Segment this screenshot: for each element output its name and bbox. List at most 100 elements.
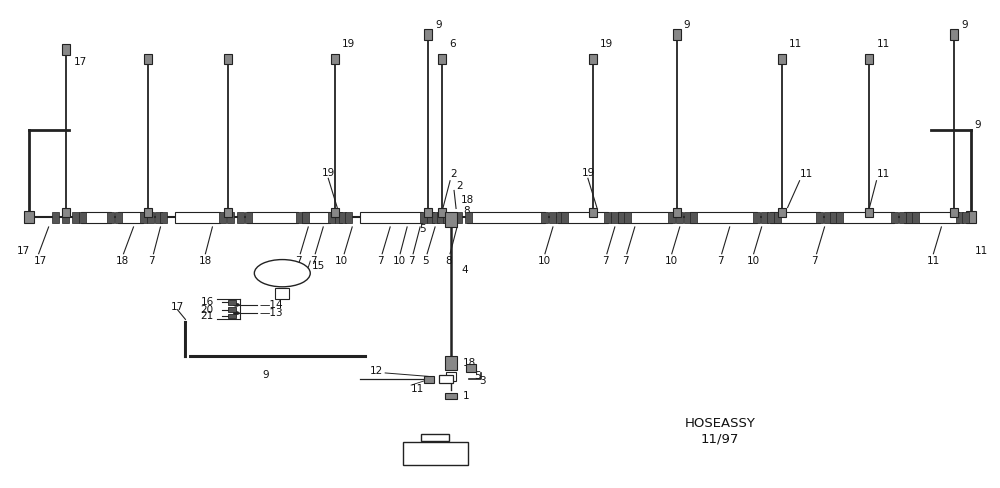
Text: 10: 10 bbox=[538, 256, 551, 266]
Bar bbox=[673, 29, 681, 40]
Bar bbox=[618, 212, 672, 223]
Text: 19: 19 bbox=[342, 40, 355, 49]
Bar bbox=[676, 212, 683, 223]
Bar bbox=[865, 54, 873, 64]
Bar bbox=[160, 212, 167, 223]
Bar bbox=[778, 54, 786, 64]
Text: 1: 1 bbox=[463, 391, 470, 401]
Text: 7: 7 bbox=[148, 256, 155, 266]
Bar bbox=[438, 207, 446, 217]
Text: HOSEASSY
11/97: HOSEASSY 11/97 bbox=[684, 417, 755, 446]
Bar bbox=[62, 212, 69, 223]
Bar bbox=[432, 212, 439, 223]
Text: 9: 9 bbox=[961, 20, 968, 30]
Text: 7: 7 bbox=[602, 256, 608, 266]
Bar bbox=[467, 212, 545, 223]
Bar bbox=[816, 212, 823, 223]
Bar bbox=[690, 212, 697, 223]
Bar bbox=[360, 212, 422, 223]
Text: 10: 10 bbox=[335, 256, 348, 266]
Text: 5: 5 bbox=[422, 256, 429, 266]
Bar bbox=[227, 212, 234, 223]
Bar bbox=[589, 207, 597, 217]
Bar bbox=[335, 212, 342, 223]
Text: 11: 11 bbox=[800, 169, 813, 180]
Bar bbox=[427, 212, 434, 223]
Bar bbox=[247, 212, 298, 223]
Bar bbox=[445, 393, 457, 399]
Text: 15: 15 bbox=[312, 261, 326, 271]
Bar bbox=[962, 212, 969, 223]
Bar bbox=[155, 212, 162, 223]
Text: 17: 17 bbox=[170, 302, 184, 312]
Text: 17: 17 bbox=[34, 256, 47, 266]
Bar bbox=[424, 376, 434, 383]
Bar bbox=[668, 212, 675, 223]
Bar bbox=[455, 212, 462, 223]
Bar bbox=[228, 314, 236, 319]
Text: 11: 11 bbox=[926, 256, 940, 266]
Bar bbox=[24, 211, 34, 224]
Bar bbox=[836, 212, 843, 223]
Circle shape bbox=[233, 312, 239, 315]
Bar bbox=[445, 212, 457, 227]
Text: 11: 11 bbox=[876, 40, 890, 49]
Bar bbox=[956, 212, 963, 223]
Bar bbox=[445, 356, 457, 369]
Bar bbox=[549, 212, 556, 223]
Bar bbox=[767, 212, 774, 223]
Bar bbox=[228, 307, 236, 312]
Bar bbox=[62, 44, 70, 55]
Bar bbox=[690, 212, 757, 223]
Text: 4: 4 bbox=[461, 264, 468, 275]
Bar bbox=[421, 434, 449, 441]
Bar bbox=[424, 29, 432, 40]
Bar bbox=[618, 212, 625, 223]
Bar bbox=[345, 212, 352, 223]
Bar bbox=[753, 212, 760, 223]
Bar bbox=[865, 207, 873, 217]
Bar bbox=[140, 212, 147, 223]
Bar bbox=[228, 300, 236, 305]
Bar bbox=[147, 212, 154, 223]
Bar bbox=[624, 212, 631, 223]
Bar bbox=[420, 212, 427, 223]
Text: 8: 8 bbox=[463, 206, 470, 216]
Bar bbox=[558, 212, 608, 223]
Bar bbox=[72, 212, 79, 223]
Bar bbox=[81, 212, 111, 223]
Bar bbox=[541, 212, 548, 223]
Bar bbox=[891, 212, 898, 223]
Text: 11: 11 bbox=[411, 384, 424, 394]
Text: 10: 10 bbox=[665, 256, 678, 266]
Bar bbox=[950, 29, 958, 40]
Bar bbox=[437, 212, 444, 223]
Bar bbox=[912, 212, 919, 223]
Text: 17: 17 bbox=[74, 57, 87, 66]
Bar bbox=[144, 54, 152, 64]
Bar bbox=[115, 212, 122, 223]
Bar bbox=[144, 207, 152, 217]
Text: 9: 9 bbox=[262, 370, 269, 380]
Bar bbox=[589, 54, 597, 64]
Circle shape bbox=[254, 260, 310, 287]
Text: 17: 17 bbox=[17, 246, 30, 256]
Text: 9: 9 bbox=[974, 120, 981, 130]
Bar bbox=[684, 212, 691, 223]
Bar bbox=[906, 212, 913, 223]
Bar bbox=[465, 212, 472, 223]
Bar bbox=[966, 211, 976, 224]
Text: 21: 21 bbox=[200, 311, 214, 321]
Text: 7: 7 bbox=[717, 256, 723, 266]
Bar bbox=[830, 212, 894, 223]
Bar bbox=[556, 212, 563, 223]
Text: 11: 11 bbox=[876, 169, 890, 180]
Bar bbox=[950, 207, 958, 217]
Bar bbox=[449, 212, 456, 223]
Bar bbox=[302, 212, 309, 223]
Text: 7: 7 bbox=[295, 256, 302, 266]
Bar bbox=[778, 207, 786, 217]
Text: 7: 7 bbox=[812, 256, 818, 266]
Text: 7: 7 bbox=[377, 256, 384, 266]
Text: 19: 19 bbox=[600, 40, 613, 49]
